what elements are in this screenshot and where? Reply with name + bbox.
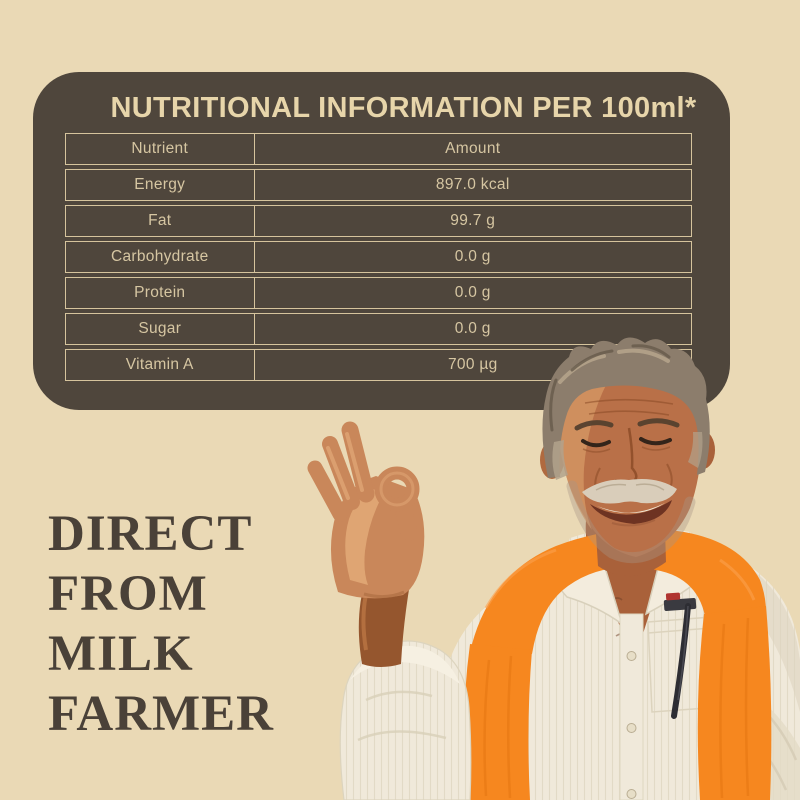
glasses-icon [663,592,697,719]
table-row: Carbohydrate 0.0 g [65,241,692,273]
nutrient-cell: Energy [134,176,186,193]
headline-line: MILK [48,626,194,682]
amount-cell: 897.0 kcal [253,170,692,200]
table-row: Vitamin A 700 µg [65,349,692,381]
amount-cell: 99.7 g [253,206,692,236]
nutrient-cell: Sugar [138,320,182,337]
nutrient-cell: Carbohydrate [110,248,209,265]
nutrition-table: Nutrient Amount Energy 897.0 kcal Fat 99… [65,133,692,381]
table-row: Fat 99.7 g [65,205,692,237]
nutrient-cell: Vitamin A [125,356,194,373]
amount-cell: 0.0 g [253,278,692,308]
table-header-amount: Amount [253,134,692,164]
headline-line: FARMER [48,686,275,742]
table-header-row: Nutrient Amount [65,133,692,165]
nutrient-cell: Fat [148,212,172,229]
nutrition-panel: NUTRITIONAL INFORMATION PER 100ml* Nutri… [33,72,730,410]
neck [594,497,666,577]
table-row: Sugar 0.0 g [65,313,692,345]
shirt [436,514,800,800]
headline: DIRECT FROM MILK FARMER [48,504,274,744]
panel-title: NUTRITIONAL INFORMATION PER 100ml* [110,92,697,124]
amount-cell: 0.0 g [253,314,692,344]
headline-line: DIRECT [48,506,253,562]
nutrient-cell: Protein [134,284,186,301]
table-row: Energy 897.0 kcal [65,169,692,201]
ok-hand-gesture [307,421,472,800]
mustache [582,479,677,504]
table-header-nutrient: Nutrient [131,140,189,157]
smile [590,500,672,524]
table-row: Protein 0.0 g [65,277,692,309]
amount-cell: 700 µg [253,350,692,380]
headline-line: FROM [48,566,208,622]
amount-cell: 0.0 g [253,242,692,272]
scarf [463,529,772,800]
